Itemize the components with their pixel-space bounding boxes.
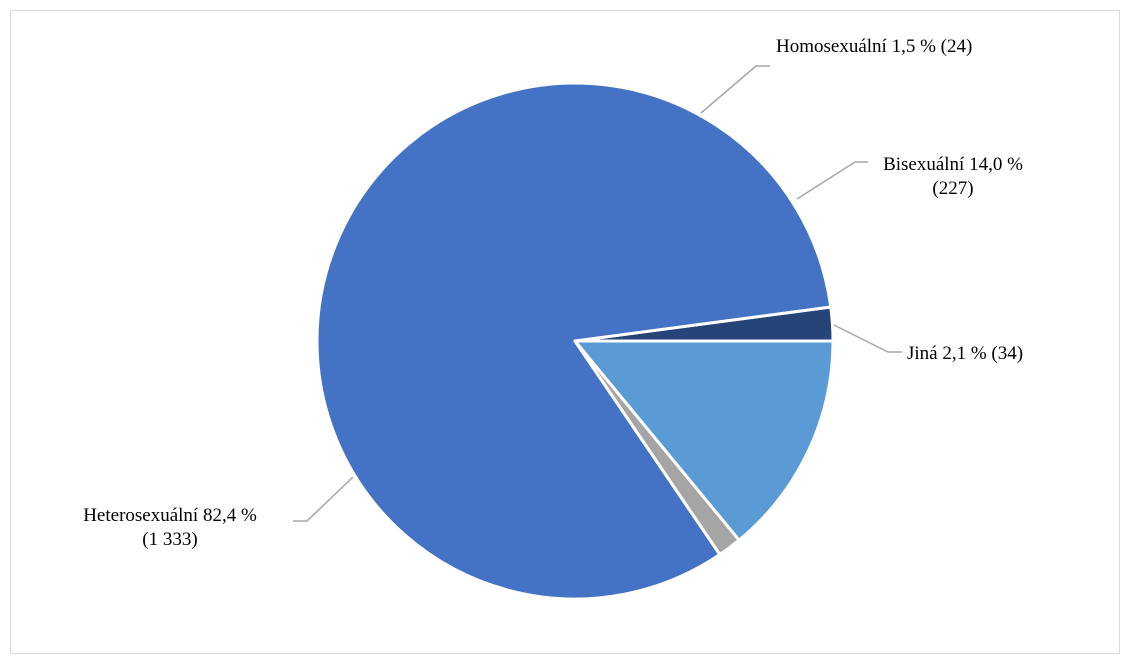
data-label-heterosexualni: Heterosexuální 82,4 %	[83, 505, 257, 526]
data-label-bisexualni: Bisexuální 14,0 %	[883, 154, 1023, 175]
data-labels: Homosexuální 1,5 % (24) Bisexuální 14,0 …	[83, 36, 1023, 550]
data-label-jina: Jiná 2,1 % (34)	[907, 343, 1023, 364]
pie-slices	[315, 81, 835, 601]
leader-line-heterosexualni	[293, 476, 354, 522]
leader-lines	[293, 65, 902, 522]
leader-line-jina	[833, 324, 902, 353]
pie-slice-bisexualni	[573, 339, 835, 542]
data-label-bisexualni-count: (227)	[932, 178, 973, 199]
leader-line-homosexualni	[700, 65, 770, 114]
data-label-heterosexualni-count: (1 333)	[142, 529, 197, 550]
data-label-homosexualni: Homosexuální 1,5 % (24)	[776, 36, 972, 57]
leader-line-bisexualni	[796, 161, 868, 200]
